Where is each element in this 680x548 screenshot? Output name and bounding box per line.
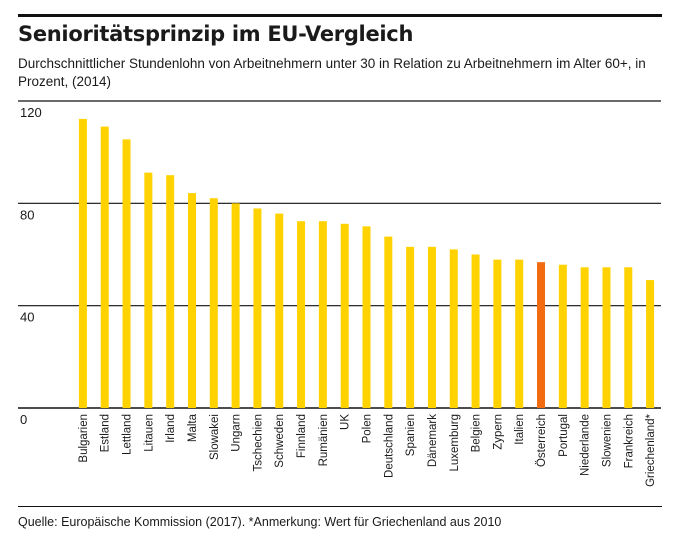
bar-dänemark [427,246,436,408]
x-tick-label: Portugal [558,414,570,457]
x-tick-labels: Bulgarien Estland Lettland Litauen Irland Mal… [78,413,657,486]
x-tick-label: Schweden [274,414,286,468]
bar-finnland [297,221,306,408]
x-tick-label: Bulgarien [78,414,90,463]
x-tick-label: Griechenland* [645,413,657,486]
y-tick-label: 40 [20,310,34,325]
bar-irland [166,175,175,408]
top-rule [18,14,662,17]
bar-ungarn [231,203,240,408]
bar-belgien [471,254,480,408]
x-tick-label: Spanien [405,414,417,456]
bar-lettland [122,139,131,409]
bar-malta [187,193,196,408]
bar-slowenien [602,267,611,408]
y-tick-label: 0 [20,412,27,427]
bar-deutschland [384,236,393,408]
y-tick-label: 80 [20,207,34,222]
chart-title: Senioritätsprinzip im EU-Vergleich [18,22,414,46]
bar-luxemburg [449,249,458,408]
bar-portugal [558,264,567,408]
bar-litauen [144,172,153,408]
bar-rumänien [318,221,327,408]
x-tick-label: Niederlande [580,414,592,476]
x-tick-label: Malta [187,413,199,442]
x-tick-label: Irland [165,414,177,443]
x-tick-label: Frankreich [623,414,635,468]
bar-estland [100,126,109,408]
bar-zypern [493,259,502,408]
source-note: Quelle: Europäische Kommission (2017). *… [18,515,502,529]
x-tick-label: UK [340,414,352,430]
x-tick-label: Luxemburg [449,414,461,472]
bar-österreich [537,262,546,408]
y-tick-labels: 0 40 80 120 [20,105,42,427]
x-tick-label: Deutschland [383,414,395,478]
bar-tschechien [253,208,262,408]
bars [78,118,655,409]
x-tick-label: Österreich [536,414,548,467]
x-tick-label: Rumänien [318,414,330,466]
bar-schweden [275,213,284,408]
x-tick-label: Dänemark [427,414,439,467]
x-tick-label: Lettland [122,414,134,455]
y-tick-label: 120 [20,105,42,120]
bar-griechenland [646,280,655,408]
x-tick-label: Slowakei [209,414,221,460]
bar-niederlande [580,267,589,408]
bar-bulgarien [78,118,87,408]
bar-italien [515,259,524,408]
x-tick-label: Polen [362,414,374,443]
bar-polen [362,226,371,408]
chart-subtitle: Durchschnittlicher Stundenlohn von Arbei… [18,56,646,89]
x-tick-label: Slowenien [601,414,613,467]
x-tick-label: Italien [514,414,526,445]
bar-uk [340,223,349,408]
x-tick-label: Litauen [143,414,155,452]
x-tick-label: Tschechien [252,414,264,472]
x-tick-label: Zypern [492,414,504,450]
bar-frankreich [624,267,633,408]
bar-spanien [406,246,415,408]
footer-rule [18,506,662,507]
x-tick-label: Belgien [471,414,483,452]
x-tick-label: Finnland [296,414,308,458]
x-tick-label: Ungarn [231,414,243,452]
x-tick-label: Estland [100,414,112,452]
bar-slowakei [209,198,218,408]
